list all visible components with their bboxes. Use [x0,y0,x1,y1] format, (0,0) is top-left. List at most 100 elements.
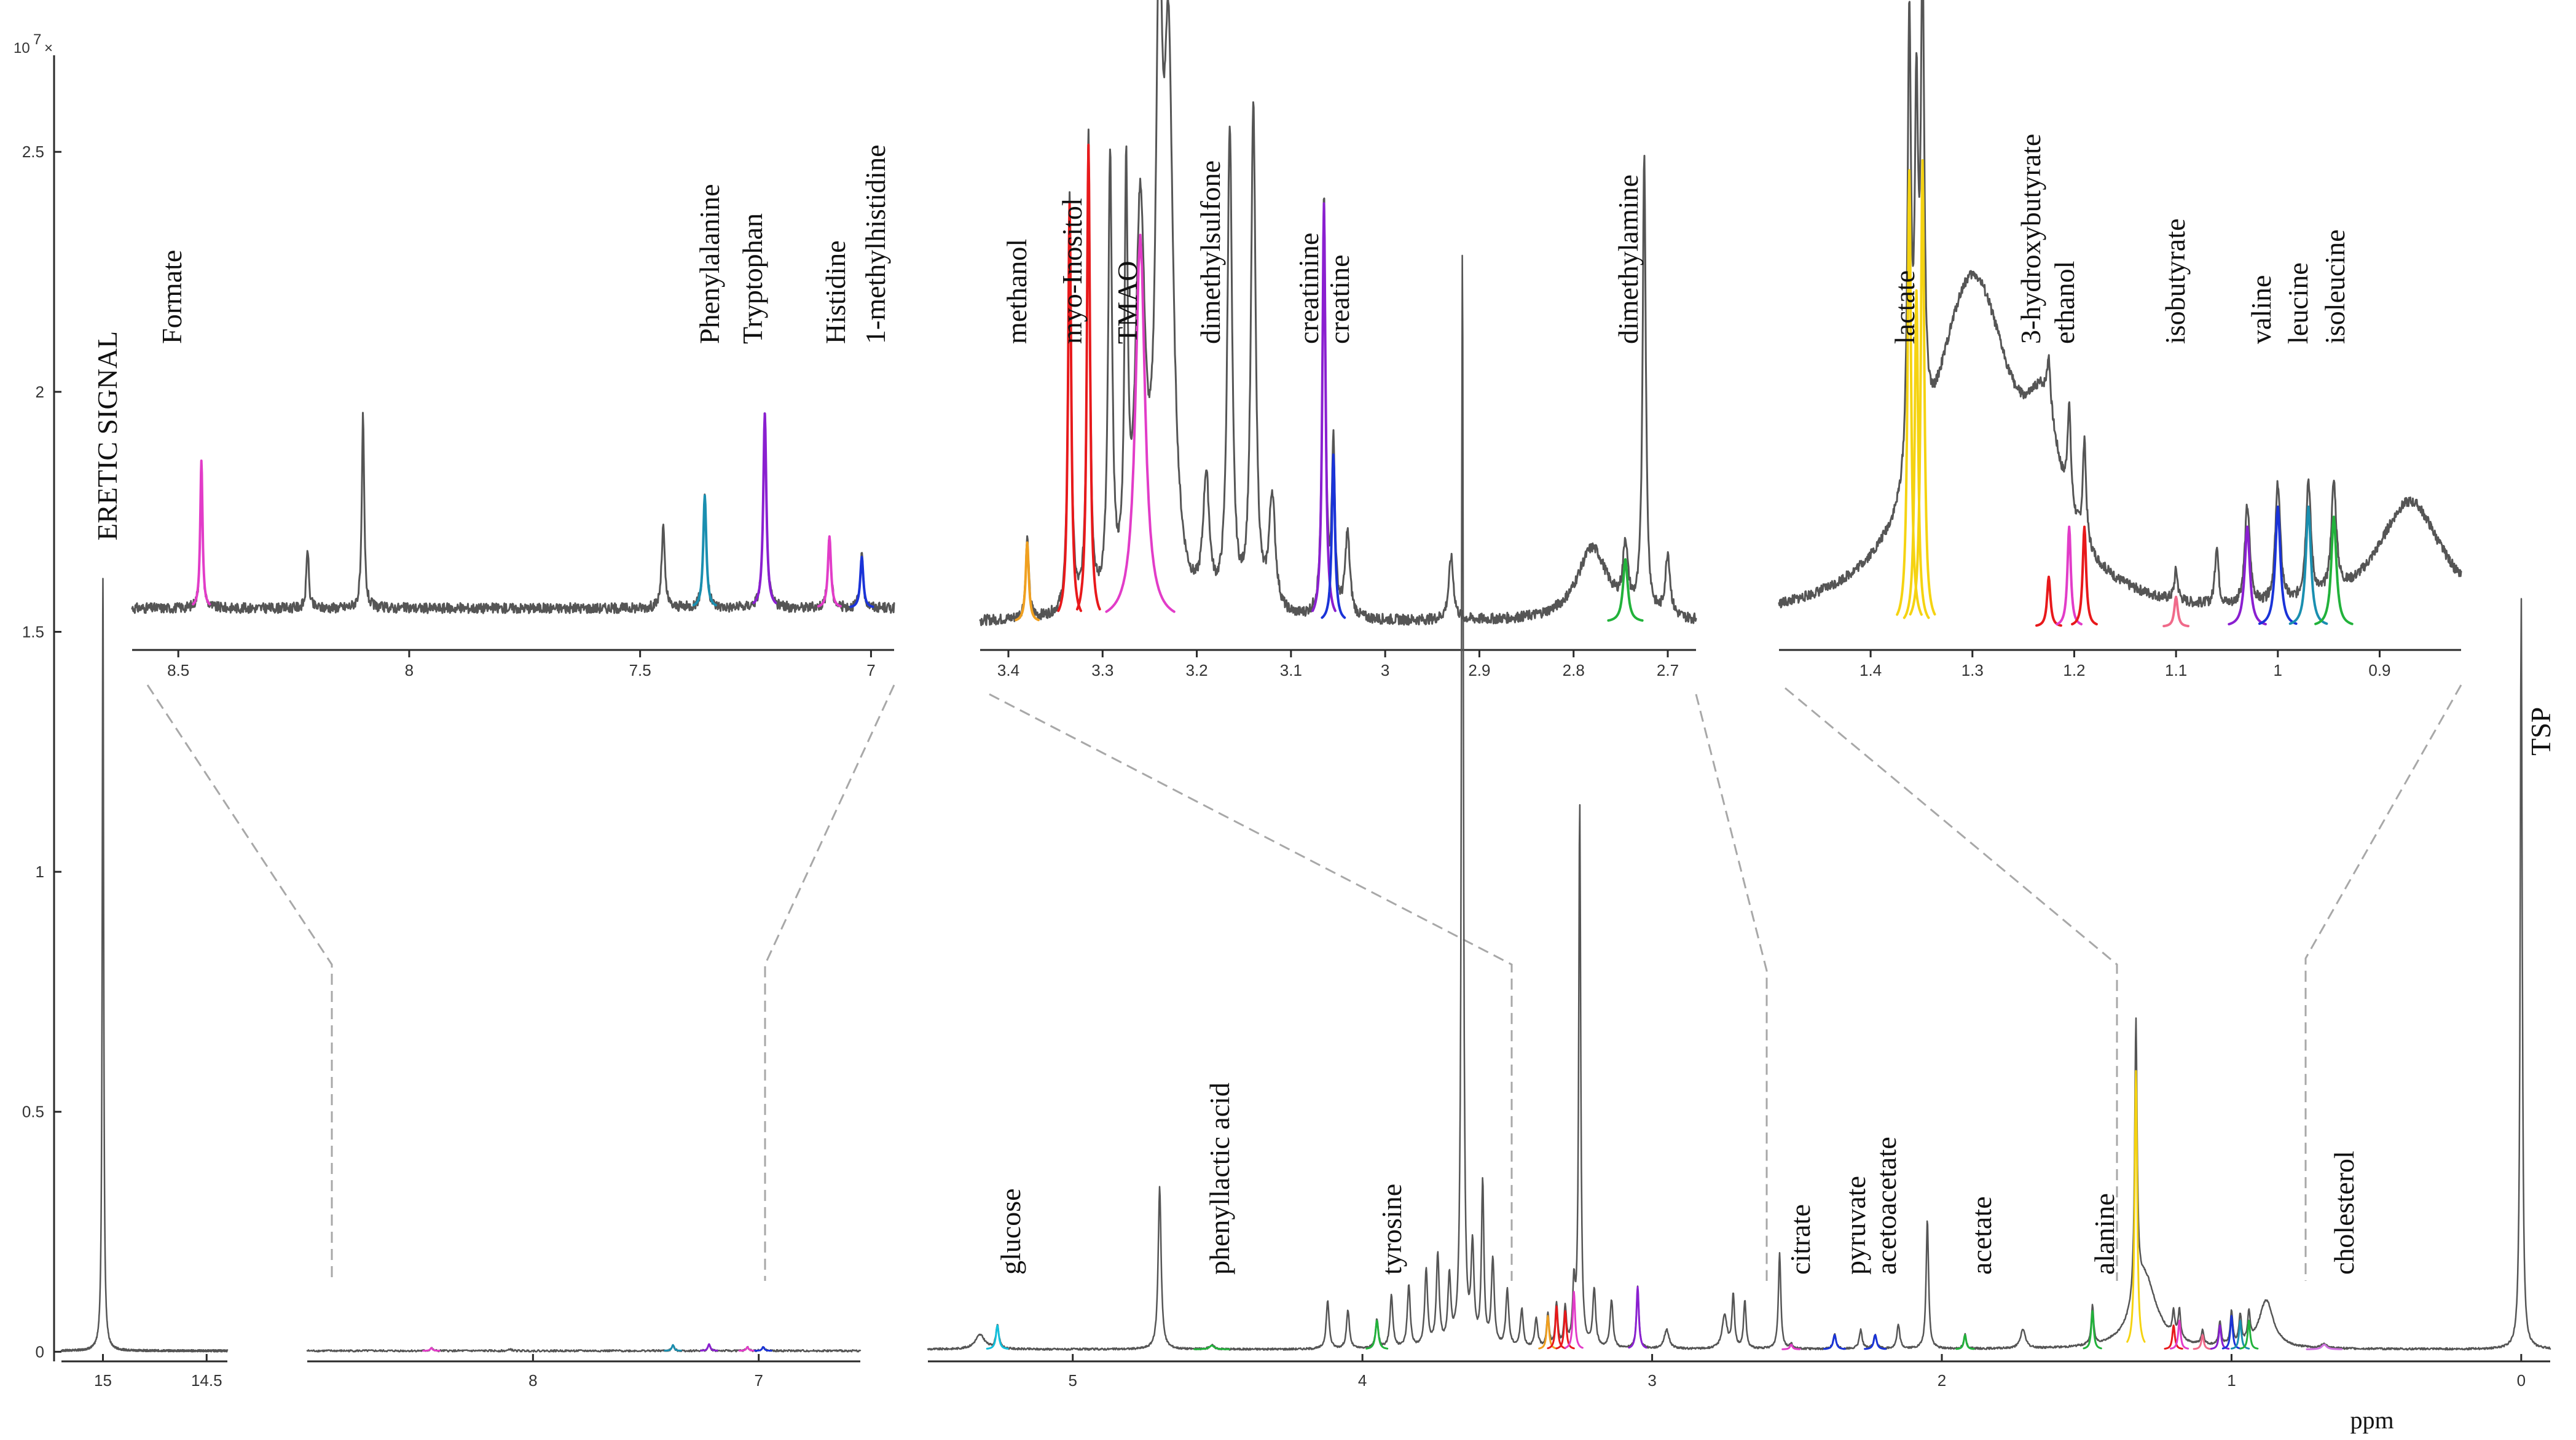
annotation-label: TSP [2525,707,2556,756]
inset-aliphatic-peak-yellow [1903,289,1930,619]
y-tick-label: 1.5 [22,622,44,641]
annotation-label: acetoacetate [1871,1137,1902,1275]
inset-aliphatic-peak-purple [2228,525,2267,625]
y-exponent-power: 7 [33,31,41,48]
zoom-connector [146,684,333,1281]
annotation-label: creatinine [1293,233,1324,344]
x-tick-label: 5 [1068,1371,1077,1390]
x-tick-label: 8 [405,661,414,679]
x-tick-label: 14.5 [191,1371,222,1390]
inset-mid-peak-magenta [1105,233,1176,613]
x-axis-label: ppm [2350,1406,2393,1434]
annotation-label: ethanol [2049,261,2080,344]
annotation-label: creatine [1324,254,1355,344]
main-aliphatic-region-peak-blue [1864,1334,1887,1350]
main-aliphatic-region-peak-pink [2193,1334,2212,1350]
main-aromatic-region-peak-magenta [738,1346,757,1352]
inset-mid-peak-purple [1311,202,1337,612]
spectrum-inset-aliphatic [1778,0,2462,609]
spectrum-aromatic-region [306,1343,862,1353]
x-tick-label: 1.1 [2165,661,2187,679]
annotation-label: isobutyrate [2159,219,2191,344]
x-tick-label: 7 [866,661,875,679]
inset-aliphatic-peak-yellow [1896,169,1923,616]
x-tick-label: 0 [2517,1371,2526,1390]
spectrum-aliphatic-region [927,254,2551,1351]
x-tick-label: 1.4 [1859,661,1882,679]
annotation-label: methanol [1001,239,1032,344]
main-aromatic-region-peak-magenta [422,1347,441,1352]
inset-aliphatic-peak-red [2035,576,2062,627]
x-tick-label: 3.4 [997,661,1019,679]
zoom-connector [1785,687,2118,1281]
main-aliphatic-region-peak-magenta [2169,1320,2189,1350]
main-aromatic-region-peak-teal [664,1344,682,1352]
annotation-label: alanine [2089,1193,2120,1275]
x-tick-label: 8.5 [167,661,189,679]
main-aliphatic-region-peak-blue [1823,1334,1846,1350]
annotation-label: Histidine [820,240,851,344]
main-aromatic-region-peak-purple [700,1343,718,1352]
main-aliphatic-region-peak-orange [1538,1315,1558,1350]
annotation-label: dimethylamine [1612,174,1644,344]
inset-mid-peak-red [1075,143,1101,611]
main-aliphatic-region-peak-blue [2221,1315,2242,1350]
main-aliphatic-region-peak-teal [2230,1320,2250,1350]
inset-mid-peak-orange [1015,541,1040,622]
inset-aromatic-peak-purple [752,412,777,605]
inset-aliphatic-peak-blue [2258,505,2298,625]
x-tick-label: 15 [94,1371,112,1390]
spectrum-eretic-region [60,577,229,1353]
spectrum-inset-aromatic [131,412,895,614]
annotation-label: pyruvate [1840,1176,1871,1275]
inset-aliphatic-peak-teal [2288,505,2328,625]
main-aliphatic-region-peak-red [1555,1310,1575,1350]
x-tick-label: 7 [754,1371,763,1390]
zoom-connector [764,684,895,1281]
x-tick-label: 3 [1647,1371,1656,1390]
annotation-label: ERETIC SIGNAL [92,331,123,541]
x-tick-label: 3.1 [1280,661,1302,679]
annotation-label: cholesterol [2328,1151,2360,1275]
inset-aromatic-peak-magenta [817,535,842,608]
inset-mid-peak-green [1607,558,1644,622]
x-tick-label: 3.2 [1185,661,1208,679]
x-tick-label: 2.7 [1657,661,1679,679]
annotation-label: glucose [995,1188,1026,1275]
annotation-label: Formate [156,250,187,344]
inset-aliphatic-peak-green [2314,515,2354,625]
x-tick-label: 8 [528,1371,537,1390]
main-aliphatic-region-peak-red [2164,1324,2183,1350]
y-tick-label: 2.5 [22,143,44,161]
y-exponent-base: 10 [14,40,30,57]
annotation-label: Tryptophan [737,213,768,344]
zoom-connector [2304,684,2462,1281]
zoom-connector-lines [146,684,2462,1281]
x-tick-label: 7.5 [629,661,651,679]
main-aliphatic-region-peak-magenta [1564,1291,1584,1349]
x-tick-label: 2.9 [1468,661,1490,679]
annotation-label: dimethylsulfone [1195,160,1226,344]
annotation-label: 1-methylhistidine [860,144,891,344]
annotation-label: valine [2245,275,2277,344]
main-aliphatic-region-peak-green [1365,1320,1389,1350]
annotation-label: myo-Inositol [1056,198,1088,344]
inset-aromatic-peak-blue [849,555,874,608]
x-tick-label: 0.9 [2368,661,2390,679]
inset-aliphatic-peak-magenta [2056,525,2083,625]
annotation-label: 3-hydroxybutyrate [2015,134,2046,344]
annotation-label: TMAO [1112,261,1143,344]
annotation-label: lactate [1889,270,1920,344]
annotation-label: isoleucine [2319,230,2350,345]
inset-aliphatic-peak-yellow [1909,159,1936,616]
zoom-connector [1695,694,1768,1281]
main-aliphatic-region-peak-green [1193,1344,1230,1350]
y-tick-label: 0 [36,1342,44,1361]
main-aliphatic-region-peak-purple [1628,1286,1647,1349]
inset-mid-peak-blue [1321,453,1346,619]
main-aromatic-region-peak-blue [754,1346,772,1352]
x-tick-label: 1 [2227,1371,2236,1390]
main-aliphatic-region-peak-green [2083,1310,2102,1350]
